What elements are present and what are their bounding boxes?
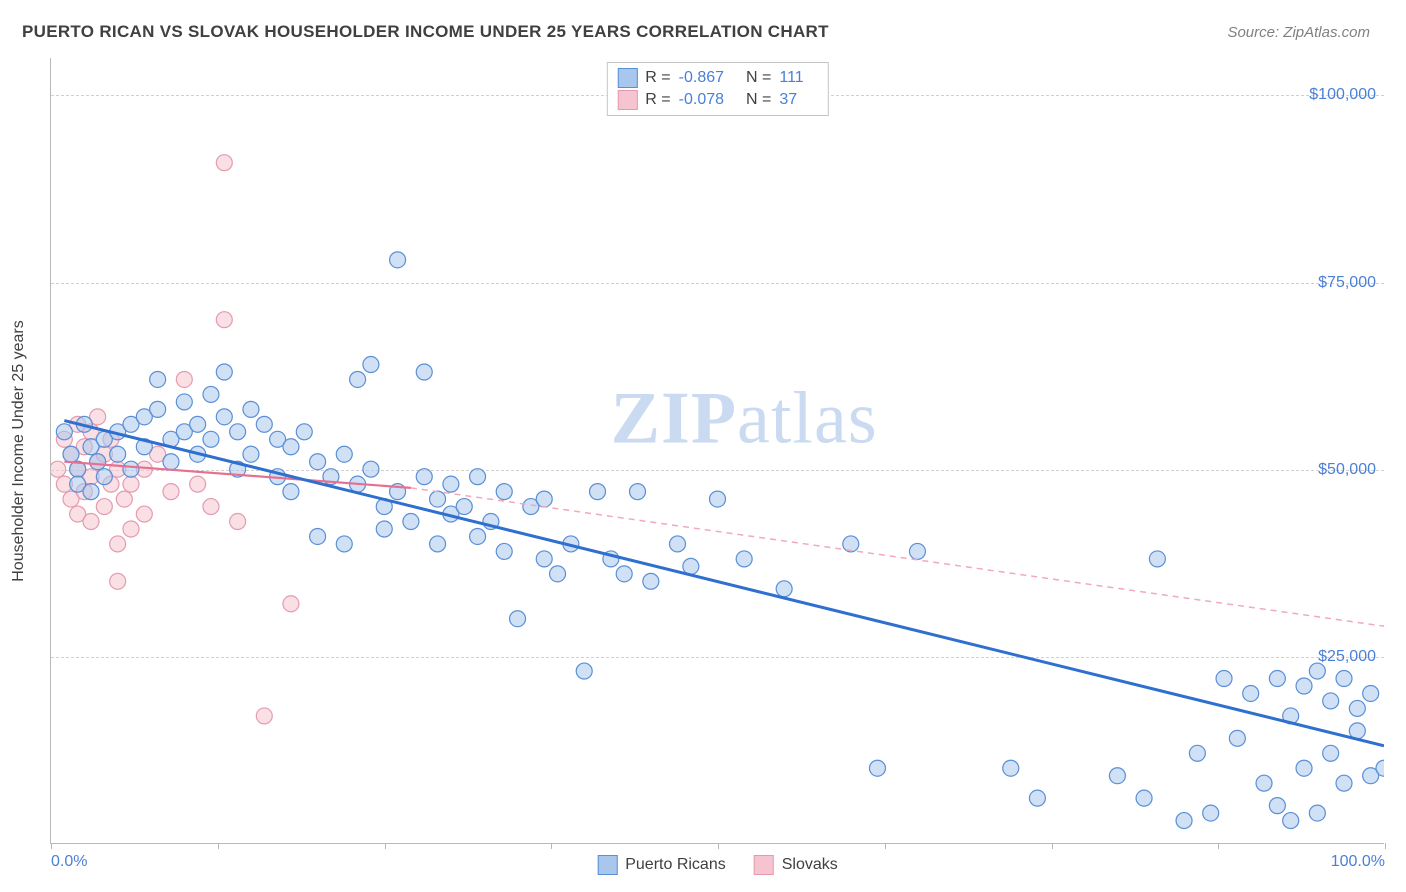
y-axis-label: Householder Income Under 25 years bbox=[10, 320, 28, 581]
chart-title: PUERTO RICAN VS SLOVAK HOUSEHOLDER INCOM… bbox=[22, 22, 829, 42]
swatch-puerto-ricans bbox=[617, 68, 637, 88]
legend-item-slovaks: Slovaks bbox=[754, 855, 838, 875]
correlation-legend: R = -0.867 N = 111 R = -0.078 N = 37 bbox=[606, 62, 828, 116]
series-legend: Puerto Ricans Slovaks bbox=[597, 855, 838, 875]
x-tick-label: 0.0% bbox=[51, 853, 87, 871]
n-value-slovaks: 37 bbox=[779, 91, 797, 109]
source-attribution: Source: ZipAtlas.com bbox=[1227, 24, 1370, 41]
swatch-slovaks bbox=[617, 90, 637, 110]
plot-area: Householder Income Under 25 years $25,00… bbox=[50, 58, 1384, 844]
x-tick-label: 100.0% bbox=[1331, 853, 1385, 871]
swatch-puerto-ricans-icon bbox=[597, 855, 617, 875]
legend-row-puerto-ricans: R = -0.867 N = 111 bbox=[617, 67, 817, 89]
legend-row-slovaks: R = -0.078 N = 37 bbox=[617, 89, 817, 111]
legend-item-puerto-ricans: Puerto Ricans bbox=[597, 855, 726, 875]
r-value-puerto-ricans: -0.867 bbox=[679, 69, 724, 87]
r-value-slovaks: -0.078 bbox=[679, 91, 724, 109]
n-value-puerto-ricans: 111 bbox=[779, 69, 803, 87]
swatch-slovaks-icon bbox=[754, 855, 774, 875]
